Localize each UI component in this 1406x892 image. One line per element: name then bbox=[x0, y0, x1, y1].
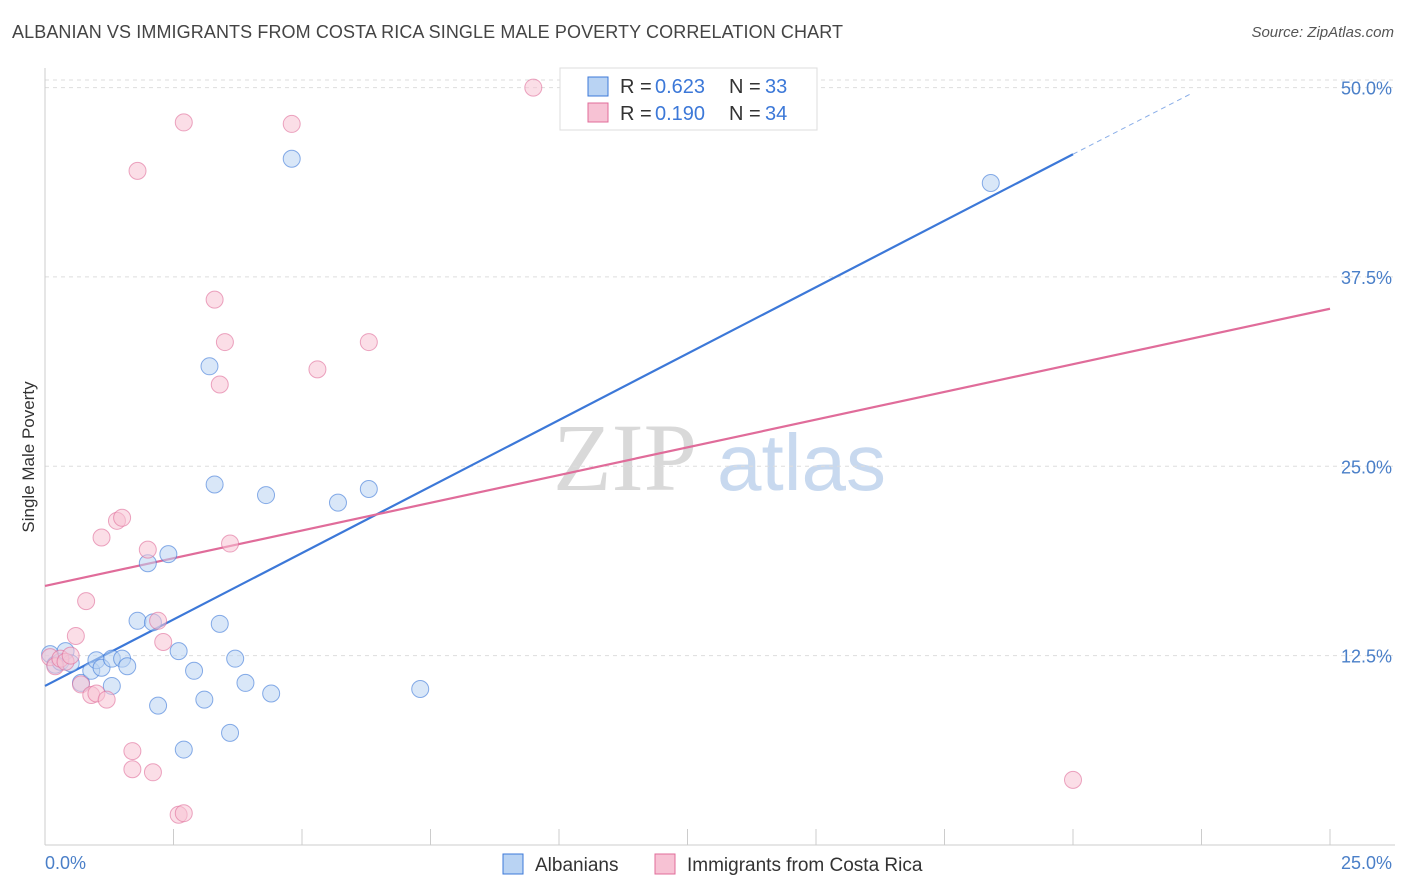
point-albanians-23 bbox=[205, 475, 224, 494]
point-costa-rica-13 bbox=[113, 508, 132, 527]
grid-lines bbox=[45, 79, 1395, 657]
point-costa-rica-15 bbox=[123, 760, 142, 779]
legend-swatch-albanians bbox=[587, 76, 609, 97]
x-tick-label-min: 0.0% bbox=[45, 853, 86, 873]
watermark-atlas: atlas bbox=[717, 418, 886, 507]
trend-line-albanians bbox=[44, 153, 1074, 687]
legend-r-albanians: 0.623 bbox=[655, 76, 705, 98]
point-costa-rica-5 bbox=[66, 626, 85, 645]
tick-labels: 12.5% 25.0% 37.5% 50.0% 0.0% 25.0% bbox=[45, 79, 1392, 873]
point-costa-rica-4 bbox=[61, 646, 80, 665]
bottom-legend-albanians: Albanians bbox=[535, 855, 618, 876]
chart-title: ALBANIAN VS IMMIGRANTS FROM COSTA RICA S… bbox=[12, 22, 844, 42]
point-albanians-32 bbox=[359, 480, 378, 499]
point-costa-rica-17 bbox=[138, 540, 157, 559]
point-albanians-34 bbox=[981, 174, 1000, 193]
point-costa-rica-11 bbox=[97, 690, 116, 709]
point-albanians-27 bbox=[236, 673, 255, 692]
point-albanians-31 bbox=[328, 493, 347, 512]
legend-n-label: N = bbox=[729, 103, 761, 125]
trend-lines bbox=[44, 93, 1331, 687]
point-costa-rica-14 bbox=[123, 742, 142, 761]
point-albanians-12 bbox=[118, 657, 137, 676]
point-albanians-22 bbox=[200, 357, 219, 376]
point-albanians-19 bbox=[174, 740, 193, 759]
point-costa-rica-20 bbox=[154, 633, 173, 652]
axes bbox=[44, 68, 1395, 846]
legend-n-albanians: 33 bbox=[765, 76, 787, 98]
watermark-zip: ZIP bbox=[553, 404, 697, 511]
correlation-legend: R = 0.623 N = 33 R = 0.190 N = 34 bbox=[559, 67, 818, 131]
point-albanians-16 bbox=[149, 696, 168, 715]
point-costa-rica-7 bbox=[77, 592, 96, 611]
series-legend: Albanians Immigrants from Costa Rica bbox=[502, 853, 923, 876]
point-albanians-30 bbox=[282, 149, 301, 168]
point-albanians-24 bbox=[210, 614, 229, 633]
point-albanians-26 bbox=[226, 649, 245, 668]
data-points bbox=[41, 78, 1082, 824]
point-albanians-33 bbox=[411, 679, 430, 698]
point-costa-rica-26 bbox=[215, 333, 234, 352]
trend-line-albanians-extension bbox=[1072, 93, 1192, 155]
source-credit: Source: ZipAtlas.com bbox=[1251, 24, 1394, 41]
y-tick-label-3: 50.0% bbox=[1341, 79, 1392, 99]
point-costa-rica-19 bbox=[149, 611, 168, 630]
point-costa-rica-16 bbox=[128, 161, 147, 180]
bottom-legend-swatch-costa-rica bbox=[654, 853, 676, 875]
point-costa-rica-30 bbox=[359, 333, 378, 352]
point-costa-rica-22 bbox=[174, 113, 193, 132]
y-tick-label-0: 12.5% bbox=[1341, 647, 1392, 667]
y-tick-label-1: 25.0% bbox=[1341, 457, 1392, 477]
trend-line-costa-rica bbox=[44, 307, 1331, 588]
point-albanians-28 bbox=[257, 486, 276, 505]
point-costa-rica-10 bbox=[92, 528, 111, 547]
x-tick-label-max: 25.0% bbox=[1341, 853, 1392, 873]
bottom-legend-swatch-albanians bbox=[502, 853, 524, 875]
legend-r-label: R = bbox=[620, 103, 652, 125]
point-albanians-25 bbox=[221, 723, 240, 742]
point-albanians-21 bbox=[195, 690, 214, 709]
point-costa-rica-32 bbox=[1064, 770, 1082, 789]
bottom-legend-costa-rica: Immigrants from Costa Rica bbox=[687, 855, 923, 876]
legend-n-costa-rica: 34 bbox=[765, 103, 787, 125]
legend-n-label: N = bbox=[729, 76, 761, 98]
point-albanians-17 bbox=[159, 545, 178, 564]
point-albanians-29 bbox=[262, 684, 281, 703]
point-albanians-20 bbox=[185, 661, 204, 680]
point-costa-rica-27 bbox=[221, 534, 240, 553]
point-albanians-13 bbox=[128, 611, 147, 630]
point-costa-rica-28 bbox=[282, 114, 301, 133]
point-costa-rica-31 bbox=[524, 78, 543, 97]
y-axis-label: Single Male Poverty bbox=[19, 381, 38, 533]
point-costa-rica-24 bbox=[205, 290, 224, 309]
point-costa-rica-25 bbox=[210, 375, 229, 394]
point-costa-rica-29 bbox=[308, 360, 327, 379]
point-costa-rica-18 bbox=[143, 763, 162, 782]
watermark: ZIP atlas bbox=[553, 404, 886, 511]
legend-r-label: R = bbox=[620, 76, 652, 98]
point-costa-rica-23 bbox=[174, 804, 193, 823]
y-tick-label-2: 37.5% bbox=[1341, 268, 1392, 288]
point-albanians-18 bbox=[169, 642, 188, 661]
legend-swatch-costa-rica bbox=[587, 102, 609, 123]
legend-r-costa-rica: 0.190 bbox=[655, 103, 705, 125]
